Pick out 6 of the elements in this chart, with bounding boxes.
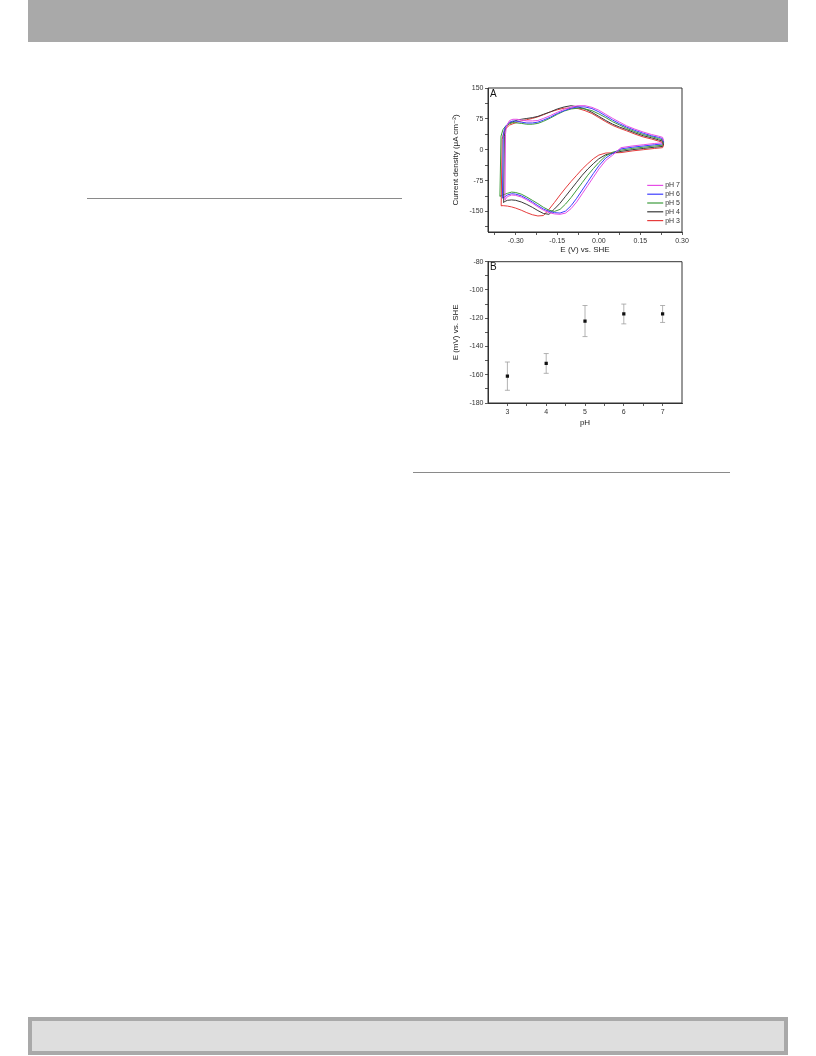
x-axis-title: E (V) vs. SHE [560, 245, 610, 255]
y-axis-title: E (mV) vs. SHE [451, 304, 460, 361]
annotation: B [490, 261, 497, 273]
annotation: A [490, 87, 497, 99]
y-axis-title: Current density (μA cm⁻²) [451, 114, 460, 206]
x-axis-title: pH [579, 418, 591, 428]
